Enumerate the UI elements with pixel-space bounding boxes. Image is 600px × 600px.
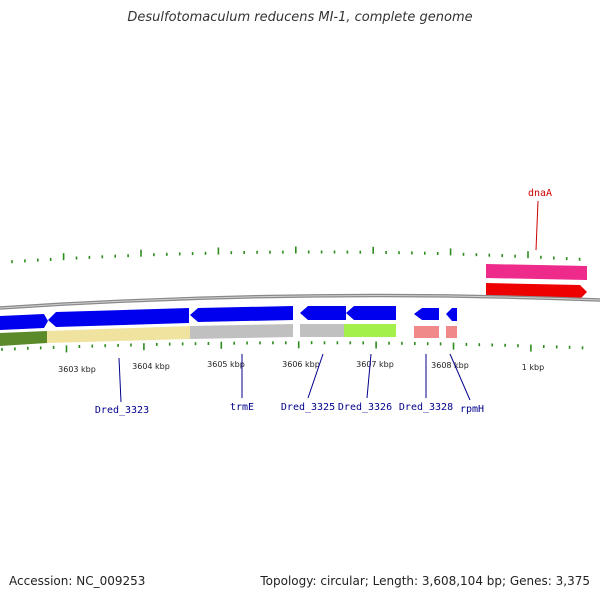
gene-label-dnaa[interactable]: dnaA — [528, 188, 552, 199]
scale-labels: 3603 kbp 3604 kbp 3605 kbp 3606 kbp 3607 kbp… — [58, 360, 544, 374]
dnaa-pink-feature[interactable] — [486, 264, 587, 280]
lower-tick-row — [1, 341, 584, 353]
cds-arrow-dred-3325[interactable] — [300, 306, 346, 320]
scale-label: 3608 kbp — [431, 361, 469, 370]
feature-block-pink-2[interactable] — [446, 326, 457, 338]
callout-line-rpmh — [449, 353, 471, 401]
gene-label-dred-3325[interactable]: Dred_3325 — [281, 402, 335, 413]
callout-line-dred-3326 — [366, 353, 372, 399]
callout-line-dred-3323 — [118, 357, 122, 403]
feature-block-olive[interactable] — [0, 331, 47, 346]
cds-arrow-dred-3323[interactable] — [48, 308, 189, 327]
gene-label-dred-3323[interactable]: Dred_3323 — [95, 405, 149, 416]
scale-label: 3607 kbp — [356, 360, 394, 369]
scale-label: 3604 kbp — [132, 362, 170, 371]
gene-labels: Dred_3323 trmE Dred_3325 Dred_3326 Dred_… — [95, 188, 552, 416]
feature-block-pink-1[interactable] — [414, 326, 439, 338]
cds-arrow-1[interactable] — [0, 314, 48, 330]
forward-cds-track — [0, 306, 457, 330]
cds-arrow-trme[interactable] — [190, 306, 293, 322]
feature-block-grey-2[interactable] — [300, 324, 344, 337]
callout-line-dnaa — [535, 200, 539, 251]
scale-label: 3603 kbp — [58, 365, 96, 374]
genome-backbone-inner — [0, 295, 600, 309]
scale-label: 3606 kbp — [282, 360, 320, 369]
callout-lines — [118, 200, 539, 403]
map-title: Desulfotomaculum reducens MI-1, complete… — [127, 10, 473, 25]
scale-label: 1 kbp — [522, 363, 544, 372]
cds-arrow-dred-3326[interactable] — [346, 306, 396, 320]
feature-block-grey-1[interactable] — [190, 324, 293, 339]
gene-label-rpmh[interactable]: rpmH — [460, 404, 484, 415]
upper-tick-row — [11, 246, 581, 264]
dnaa-red-feature[interactable] — [486, 283, 587, 299]
genome-summary-text: Topology: circular; Length: 3,608,104 bp… — [260, 574, 590, 588]
cds-arrow-rpmh[interactable] — [446, 308, 457, 321]
feature-block-yellow[interactable] — [47, 326, 190, 343]
cds-arrow-dred-3328[interactable] — [414, 308, 439, 320]
gene-label-dred-3328[interactable]: Dred_3328 — [399, 402, 453, 413]
feature-block-track — [0, 324, 457, 346]
scale-label: 3605 kbp — [207, 360, 245, 369]
gene-label-dred-3326[interactable]: Dred_3326 — [338, 402, 392, 413]
accession-text: Accession: NC_009253 — [9, 574, 146, 588]
feature-block-lime[interactable] — [344, 324, 396, 337]
gene-label-trme[interactable]: trmE — [230, 402, 254, 413]
callout-line-dred-3325 — [307, 353, 324, 399]
